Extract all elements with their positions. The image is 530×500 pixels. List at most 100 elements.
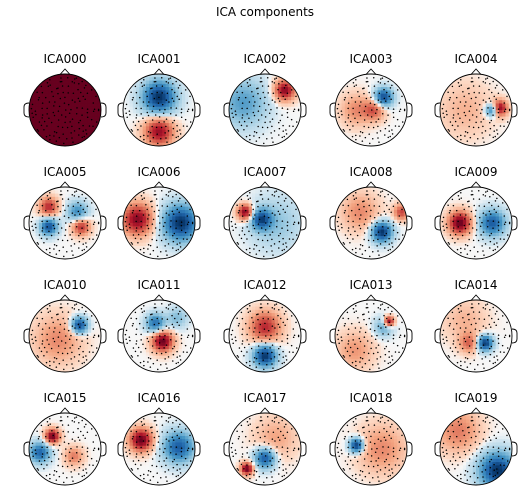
topomap-cell [335, 90, 339, 95]
topomap-cell [32, 77, 37, 82]
topomap-cell [281, 226, 286, 231]
topomap-cell [165, 87, 170, 91]
topomap-cell [129, 219, 134, 224]
topomap-cell [87, 129, 92, 134]
topomap-cell [287, 83, 292, 88]
topomap-cell [38, 252, 43, 257]
sensor-dot [82, 237, 84, 240]
topomap-cell [505, 113, 510, 118]
sensor-dot [238, 121, 241, 123]
topomap-cell [492, 142, 497, 146]
topomap-cell [248, 139, 253, 144]
topomap-cell [238, 255, 243, 259]
topomap-cell [142, 249, 147, 254]
topomap-cell [61, 126, 66, 131]
topomap-cell [268, 245, 273, 250]
topomap-cell [45, 206, 50, 211]
topomap-cell [45, 200, 50, 204]
sensor-dot [85, 129, 87, 131]
topomap-cell [400, 113, 405, 118]
topomap-cell [65, 206, 69, 211]
topomap-cell [42, 103, 46, 108]
topomap-cell [51, 123, 56, 127]
topomap-cell [97, 77, 101, 82]
topomap-cell [287, 132, 292, 137]
sensor-dot [231, 216, 234, 219]
right-ear [194, 102, 201, 118]
topomap-cell [338, 110, 343, 114]
topomap-cell [172, 132, 176, 137]
topomap-cell [74, 200, 79, 204]
sensor-dot [493, 130, 495, 132]
topomap-cell [84, 206, 89, 211]
topomap-cell [178, 142, 183, 146]
topomap-cell [271, 87, 276, 91]
topomap-cell [284, 242, 289, 247]
sensor-dot [474, 142, 476, 145]
topomap-cell [297, 116, 301, 121]
topomap-cell [338, 103, 343, 108]
topomap-cell [291, 232, 296, 237]
topomap-cell [97, 213, 101, 218]
topomap-cell [508, 132, 512, 137]
sensor-dot [172, 127, 175, 130]
topomap-cell [274, 119, 279, 124]
topomap-cell [81, 83, 86, 88]
sensor-dot [46, 107, 48, 110]
topomap-cell [261, 100, 266, 105]
topomap-cell [265, 200, 269, 204]
topomap-cell [245, 239, 250, 244]
topomap-cell [248, 93, 253, 98]
topomap-cell [35, 190, 40, 195]
topomap-cell [84, 245, 89, 250]
topomap-cell [251, 232, 256, 237]
topomap-cell [449, 110, 454, 114]
topomap-cell [274, 229, 279, 234]
sensor-dot [392, 111, 395, 114]
topomap-cell [65, 209, 69, 214]
topomap-cell [390, 106, 395, 111]
topomap-cell [235, 96, 240, 101]
topomap-cell [397, 100, 402, 105]
sensor-dot [70, 108, 72, 111]
topomap-cell [191, 223, 195, 227]
topomap-cell [479, 83, 484, 88]
sensor-dot [272, 254, 274, 256]
topomap-cell [456, 116, 461, 121]
sensor-dot [276, 220, 278, 222]
topomap-cell [374, 93, 379, 98]
topomap-cell [482, 142, 487, 146]
sensor-dot [78, 196, 80, 198]
topomap-cell [462, 110, 467, 114]
topomap-cell [361, 139, 366, 144]
topomap-cell [274, 209, 279, 214]
topomap-cell [55, 193, 60, 198]
sensor-dot [245, 248, 248, 251]
sensor-dot [53, 248, 55, 250]
topomap-cell [281, 110, 286, 114]
sensor-dot [60, 80, 63, 83]
topomap-cell [132, 96, 137, 101]
topomap-cell [51, 80, 56, 85]
sensor-dot [284, 98, 286, 100]
topomap-cell [87, 116, 92, 121]
sensor-dot [266, 76, 269, 79]
head-outline [334, 73, 408, 147]
topomap-cell [65, 87, 69, 91]
topomap-cell [354, 139, 359, 144]
topomap-cell [29, 229, 33, 234]
topomap-cell [58, 93, 63, 98]
topomap-cell [485, 106, 490, 111]
sensor-dot [128, 110, 131, 112]
topomap-cell [508, 106, 512, 111]
sensor-dot [235, 113, 237, 116]
topomap-cell [338, 93, 343, 98]
sensor-dot [78, 83, 80, 85]
sensor-dot [268, 225, 271, 228]
sensor-dot [37, 98, 40, 101]
sensor-dot [40, 198, 43, 201]
topomap-cell [78, 239, 82, 244]
topomap-cell [61, 226, 66, 231]
topomap-cell [235, 252, 240, 257]
sensor-dot [377, 125, 379, 128]
